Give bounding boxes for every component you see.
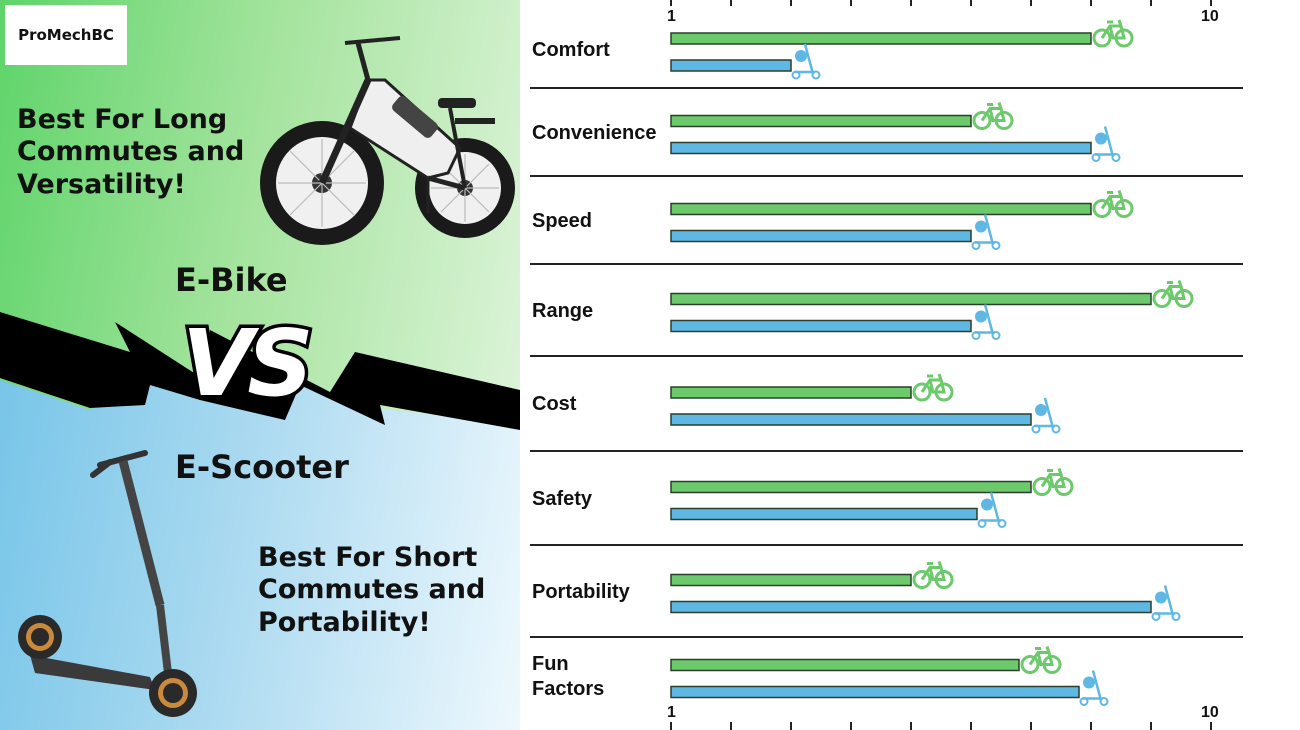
brand-logo: ProMechBC [5, 5, 127, 65]
bar-ebike [670, 292, 1152, 306]
bicycle-icon [1152, 280, 1194, 308]
scooter-icon [791, 43, 821, 80]
bar-ebike [670, 386, 912, 399]
category-label: Range [532, 299, 594, 322]
scooter-icon [977, 492, 1007, 528]
scooter-icon [1079, 670, 1109, 706]
category-label: Fun Factors [532, 652, 605, 700]
escooter-title: E-Scooter [175, 448, 349, 486]
scooter-icon [971, 304, 1001, 340]
bicycle-icon [912, 561, 954, 589]
tick-label-max-bottom: 10 [1201, 704, 1219, 721]
bicycle-icon [1032, 468, 1074, 496]
bar-escooter [670, 600, 1152, 614]
scooter-icon [1151, 585, 1181, 621]
tick-label-min-bottom: 1 [667, 704, 676, 721]
bicycle-icon [912, 373, 954, 402]
bar-ebike [670, 32, 1092, 45]
scooter-icon [971, 214, 1001, 250]
bar-escooter [670, 229, 972, 243]
category-label: Comfort [532, 39, 610, 61]
escooter-image [18, 450, 197, 717]
scooter-icon [1091, 126, 1121, 162]
bar-escooter [670, 59, 792, 72]
escooter-tagline: Best For Short Commutes and Portability! [258, 542, 486, 638]
bar-escooter [670, 685, 1080, 699]
bicycle-icon [1092, 19, 1134, 48]
bicycle-icon [1092, 190, 1134, 218]
comparison-chart: 1 10 1 10 Comfort Convenience Speed Range Cost Sa… [520, 0, 1300, 730]
bar-ebike [670, 658, 1020, 672]
category-label: Speed [532, 209, 593, 232]
ebike-tagline: Best For Long Commutes and Versatility! [17, 104, 245, 200]
ebike-image [260, 36, 515, 245]
bar-ebike [670, 202, 1092, 216]
tick-label-min-top: 1 [667, 8, 676, 25]
tick-label-max-top: 10 [1201, 8, 1219, 25]
vs-badge: VS [178, 310, 317, 417]
category-label: Safety [532, 487, 593, 510]
category-label: Cost [532, 393, 577, 415]
ebike-title: E-Bike [175, 261, 288, 299]
chart-svg [530, 0, 1243, 730]
bar-ebike [670, 480, 1032, 494]
bar-ebike [670, 114, 972, 128]
scooter-icon [1031, 397, 1061, 434]
bar-escooter [670, 319, 972, 333]
left-panel: ProMechBC Best For Long Commutes and Ver… [0, 0, 520, 730]
bicycle-icon [972, 102, 1014, 130]
bar-ebike [670, 573, 912, 587]
category-label: Convenience [532, 121, 657, 144]
bar-escooter [670, 413, 1032, 426]
bar-escooter [670, 141, 1092, 155]
category-label: Portability [532, 580, 630, 603]
bar-escooter [670, 507, 978, 521]
lightning-divider [0, 312, 520, 430]
bicycle-icon [1020, 646, 1062, 674]
